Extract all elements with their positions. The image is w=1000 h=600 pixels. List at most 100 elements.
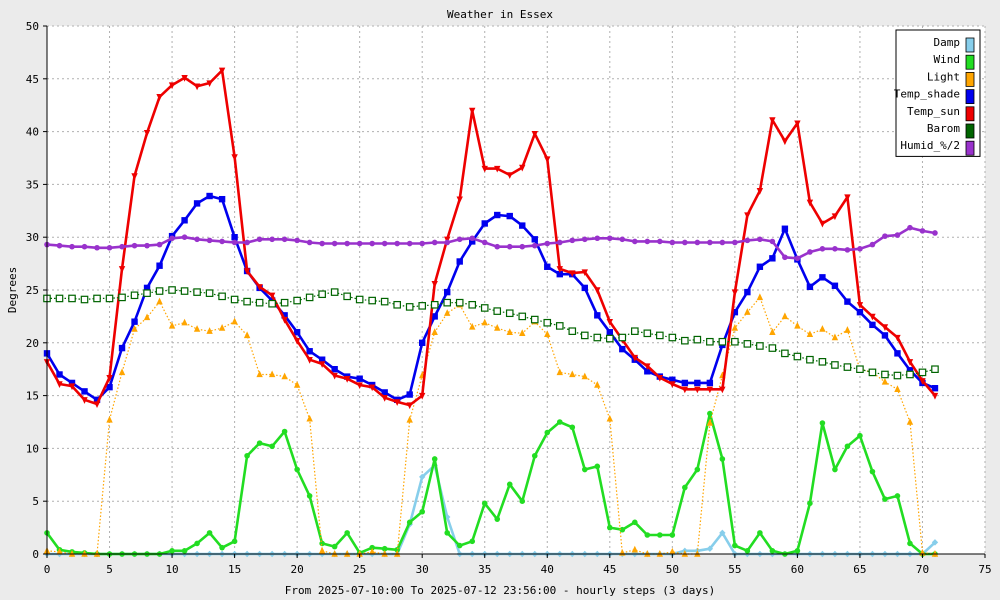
data-point-temp-sun <box>744 212 751 220</box>
data-point-humid-2 <box>819 246 826 252</box>
data-point-humid-2 <box>156 241 163 248</box>
data-point-light <box>506 328 513 335</box>
data-point-light <box>306 414 313 422</box>
data-point-wind <box>669 532 676 538</box>
data-point-barom <box>656 331 664 340</box>
data-point-light <box>356 550 363 557</box>
series-line-light <box>46 296 936 555</box>
data-point-wind <box>832 466 838 473</box>
data-point-light <box>243 331 251 339</box>
data-point-light <box>794 321 801 329</box>
data-point-wind <box>444 530 451 536</box>
data-point-light <box>706 419 714 426</box>
data-point-temp-sun <box>419 392 426 400</box>
data-point-barom <box>355 295 364 304</box>
y-tick-label: 30 <box>26 231 39 244</box>
data-point-humid-2 <box>131 242 138 249</box>
data-point-barom <box>230 295 239 304</box>
data-point-light <box>569 370 576 378</box>
data-point-wind <box>181 548 188 554</box>
data-point-barom <box>93 294 101 303</box>
data-point-temp-shade <box>844 298 851 305</box>
data-point-wind <box>882 496 888 502</box>
data-point-wind <box>219 544 225 551</box>
data-point-wind <box>769 548 776 554</box>
series-temp-sun <box>43 67 939 410</box>
data-point-temp-shade <box>706 379 714 387</box>
x-tick-label: 0 <box>44 563 51 576</box>
legend-label-barom: Barom <box>927 122 960 135</box>
data-point-temp-shade <box>894 350 901 357</box>
data-point-barom <box>530 315 539 324</box>
data-point-temp-sun <box>56 381 63 388</box>
data-point-barom <box>418 302 427 310</box>
data-point-humid-2 <box>244 239 250 246</box>
data-point-wind <box>331 543 338 550</box>
data-point-temp-sun <box>931 392 939 400</box>
data-point-temp-shade <box>118 344 126 352</box>
data-point-temp-sun <box>168 82 176 90</box>
data-point-temp-sun <box>356 382 363 390</box>
data-point-light <box>669 547 676 555</box>
data-point-light <box>106 415 113 423</box>
data-point-temp-shade <box>869 321 876 329</box>
data-point-temp-sun <box>131 173 138 180</box>
data-point-barom <box>480 304 489 312</box>
data-point-wind <box>481 500 488 507</box>
data-point-humid-2 <box>81 243 88 250</box>
data-point-temp-sun <box>531 131 538 138</box>
data-point-barom <box>743 340 752 348</box>
data-point-light <box>368 547 376 555</box>
data-point-barom <box>55 294 64 303</box>
data-point-humid-2 <box>194 236 200 243</box>
data-point-humid-2 <box>556 239 563 246</box>
y-tick-label: 45 <box>26 73 39 86</box>
x-tick-label: 60 <box>791 563 804 576</box>
data-point-light <box>393 550 401 557</box>
data-point-damp <box>444 513 451 521</box>
data-point-wind <box>456 542 463 549</box>
data-point-humid-2 <box>119 243 125 250</box>
y-tick-label: 0 <box>32 548 39 561</box>
data-point-damp <box>931 539 939 546</box>
data-point-wind <box>657 532 663 538</box>
x-tick-label: 55 <box>728 563 741 576</box>
data-point-wind <box>619 526 626 533</box>
data-point-temp-sun <box>694 386 701 394</box>
data-point-temp-sun <box>331 372 338 380</box>
data-point-temp-shade <box>381 389 388 396</box>
data-point-temp-shade <box>806 283 814 291</box>
data-point-barom <box>493 307 502 315</box>
data-point-temp-shade <box>193 200 201 207</box>
data-point-temp-shade <box>156 262 163 269</box>
data-point-barom <box>806 355 814 364</box>
data-point-light <box>844 326 851 333</box>
data-point-barom <box>393 300 401 309</box>
data-point-temp-shade <box>218 195 226 203</box>
data-point-barom <box>555 322 564 330</box>
data-point-barom <box>293 296 301 305</box>
x-tick-label: 5 <box>106 563 113 576</box>
data-point-light <box>756 293 764 301</box>
data-point-temp-sun <box>731 289 739 297</box>
data-point-humid-2 <box>707 239 713 246</box>
data-point-humid-2 <box>356 240 363 247</box>
data-point-humid-2 <box>844 247 851 253</box>
data-point-barom <box>543 318 552 327</box>
data-point-wind <box>869 468 876 475</box>
legend-label-temp-shade: Temp_shade <box>894 88 960 101</box>
data-point-temp-sun <box>719 386 726 394</box>
data-point-temp-shade <box>881 332 889 339</box>
data-point-barom <box>455 298 464 307</box>
data-point-humid-2 <box>369 240 375 247</box>
data-point-humid-2 <box>181 234 188 240</box>
data-point-barom <box>155 287 164 295</box>
data-point-barom <box>80 295 89 304</box>
data-point-barom <box>718 337 727 346</box>
data-point-barom <box>881 370 889 379</box>
data-point-barom <box>768 344 777 352</box>
data-point-temp-shade <box>419 339 426 346</box>
data-point-humid-2 <box>494 243 501 250</box>
data-point-barom <box>468 300 477 309</box>
